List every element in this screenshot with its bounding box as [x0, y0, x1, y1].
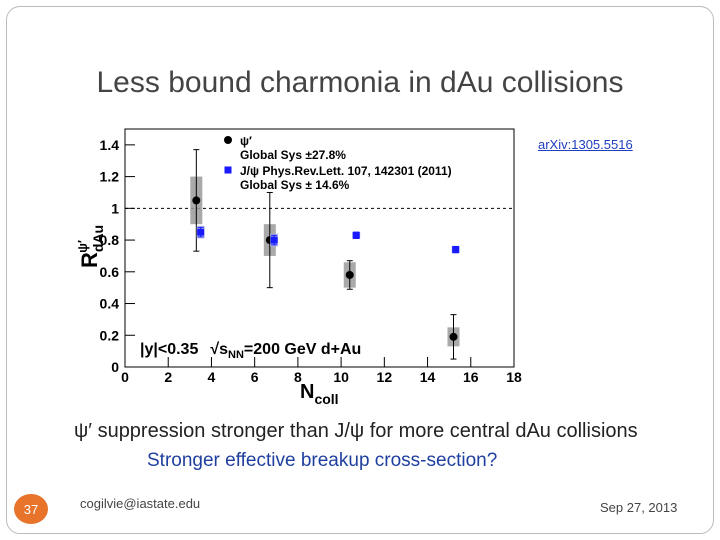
bullet: ψ′ suppression stronger than J/ψ for mor…: [74, 420, 638, 442]
y-label-main: R: [77, 252, 102, 268]
point: [192, 196, 201, 205]
point: [270, 236, 278, 244]
x-label-main: N: [300, 381, 314, 403]
point: [197, 228, 205, 236]
legend-marker: [224, 136, 232, 144]
y-tick-label: 0.2: [100, 327, 120, 343]
sub-bullet: Stronger effective breakup cross-section…: [147, 450, 498, 471]
legend-marker: [224, 166, 232, 174]
y-tick-label: 1: [111, 200, 119, 216]
x-label-sub: coll: [314, 391, 338, 407]
annotation: |y|<0.35 √sNN=200 GeV d+Au: [140, 341, 361, 361]
annotation-part: |y|<0.35: [140, 341, 198, 358]
x-tick-label: 10: [333, 369, 349, 385]
footer-date: Sep 27, 2013: [600, 500, 678, 515]
annotation-part: =200 GeV d+Au: [244, 341, 361, 358]
point: [449, 332, 458, 341]
y-tick-label: 1.2: [100, 169, 120, 185]
page-badge: [14, 494, 48, 524]
x-tick-label: 4: [208, 369, 216, 385]
legend-label: J/ψ Phys.Rev.Lett. 107, 142301 (2011): [240, 164, 452, 178]
y-tick-label: 0.8: [100, 232, 120, 248]
x-tick-label: 16: [463, 369, 479, 385]
point: [452, 246, 460, 254]
footer-email: cogilvie@iastate.edu: [80, 496, 201, 511]
annotation-part: NN: [228, 349, 244, 361]
point: [345, 270, 354, 279]
x-tick-label: 6: [251, 369, 259, 385]
annotation-part: √s: [210, 341, 228, 358]
x-tick-label: 14: [420, 369, 436, 385]
x-tick-label: 18: [506, 369, 522, 385]
slide-title: Less bound charmonia in dAu collisions: [96, 66, 624, 99]
slide-frame: [6, 6, 714, 534]
y-tick-label: 0.4: [100, 296, 120, 312]
y-label-sup: ψ′: [75, 240, 90, 253]
legend-note: Global Sys ±27.8%: [240, 148, 346, 162]
y-tick-label: 0: [111, 359, 119, 375]
x-tick-label: 12: [377, 369, 393, 385]
y-tick-label: 1.4: [100, 137, 120, 153]
page-number: 37: [23, 502, 39, 517]
y-label-sub: dAu: [90, 225, 106, 252]
x-tick-label: 2: [164, 369, 172, 385]
x-tick-label: 8: [294, 369, 302, 385]
x-axis-label: Ncoll: [300, 381, 339, 407]
x-tick-label: 0: [121, 369, 129, 385]
arxiv-link[interactable]: arXiv:1305.5516: [538, 137, 633, 152]
y-axis-label: RdAuψ′: [75, 225, 106, 268]
plot-frame: [124, 128, 515, 368]
point: [352, 231, 360, 239]
legend-label: ψ′: [240, 134, 252, 148]
y-tick-label: 0.6: [100, 264, 120, 280]
legend-note: Global Sys ± 14.6%: [240, 178, 350, 192]
